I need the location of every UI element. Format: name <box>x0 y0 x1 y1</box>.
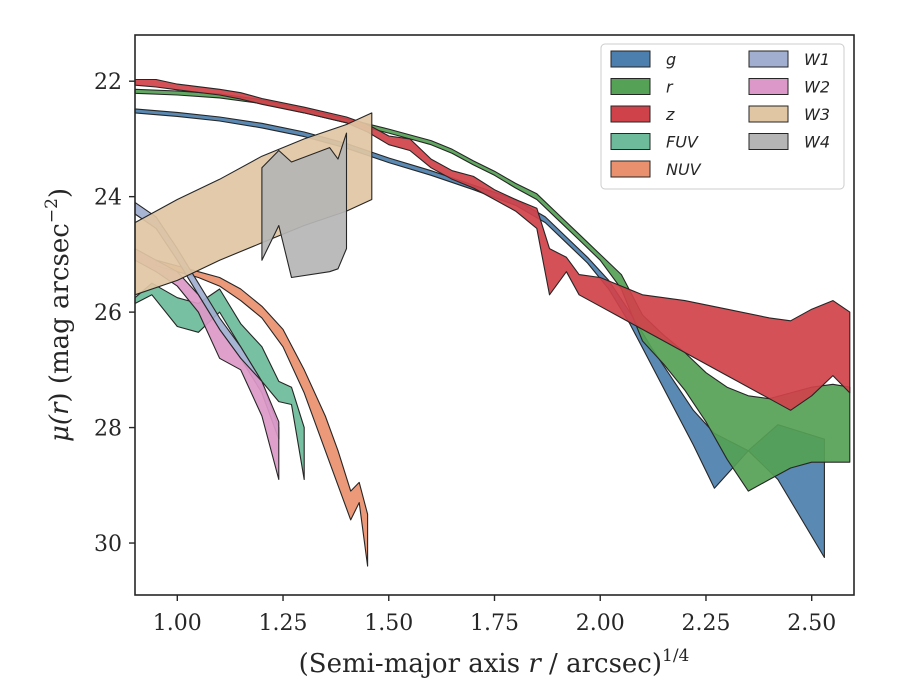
x-axis-label: (Semi-major axis r / arcsec)1/4 <box>299 646 690 679</box>
band-nuv <box>155 259 369 567</box>
x-axis-ticks: 1.00 1.25 1.50 1.75 2.00 2.25 2.50 <box>153 595 836 636</box>
legend-swatch-w3 <box>748 105 789 123</box>
legend-swatch-g <box>610 50 651 68</box>
y-tick-label: 30 <box>94 532 122 557</box>
legend: grz FUV NUV W1 W2 W3 W4 <box>600 43 845 190</box>
y-axis-label: μ(r) (mag arcsec−2) <box>42 188 75 442</box>
x-tick-label: 1.50 <box>364 611 413 636</box>
legend-swatch-w4 <box>748 133 789 150</box>
legend-label-fuv: FUV <box>666 133 699 152</box>
x-tick-label: 2.50 <box>787 611 836 636</box>
legend-label-nuv: NUV <box>666 160 702 179</box>
x-tick-label: 1.25 <box>259 611 308 636</box>
x-tick-label: 1.00 <box>153 611 202 636</box>
legend-swatch-w1 <box>748 50 789 68</box>
y-tick-label: 26 <box>94 301 122 326</box>
legend-swatch-z <box>610 105 651 123</box>
series-bands <box>134 78 851 567</box>
legend-label-w3: W3 <box>804 105 830 124</box>
band-z <box>134 78 851 411</box>
y-tick-label: 28 <box>94 417 122 442</box>
legend-swatch-fuv <box>610 133 651 150</box>
x-tick-label: 2.00 <box>576 611 625 636</box>
legend-label-w2: W2 <box>804 78 830 97</box>
band-r <box>134 88 851 492</box>
y-tick-label: 22 <box>94 70 122 95</box>
x-tick-label: 2.25 <box>681 611 730 636</box>
y-tick-label: 24 <box>94 186 122 211</box>
legend-swatch-r <box>610 78 651 95</box>
legend-label-w1: W1 <box>804 50 830 69</box>
legend-label-r: r <box>666 78 674 97</box>
legend-swatch-nuv <box>610 160 651 178</box>
y-axis-ticks: 22 24 26 28 30 <box>94 70 135 557</box>
legend-label-z: z <box>665 105 675 124</box>
x-tick-label: 1.75 <box>470 611 519 636</box>
legend-label-g: g <box>666 50 676 69</box>
legend-swatch-w2 <box>748 78 789 95</box>
band-w4 <box>261 132 348 279</box>
legend-label-w4: W4 <box>804 133 830 152</box>
legend-items: grz FUV NUV W1 W2 W3 W4 <box>610 50 830 179</box>
